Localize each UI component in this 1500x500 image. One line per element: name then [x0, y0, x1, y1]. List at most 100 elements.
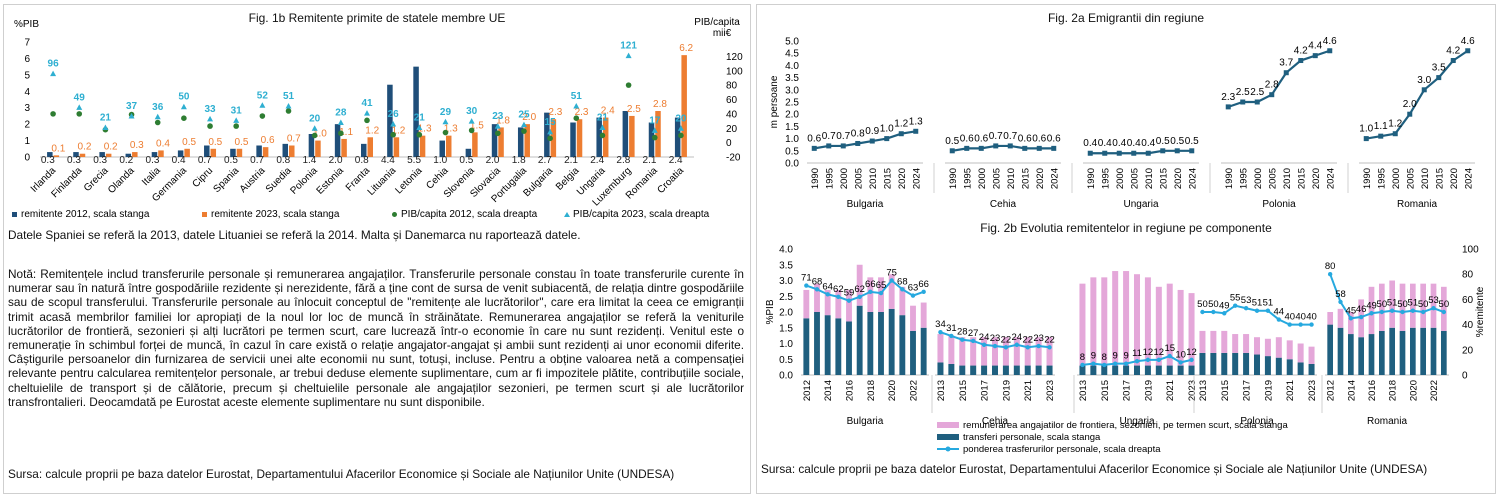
fig2b-share-point	[900, 287, 905, 292]
fig2b-share-label: 68	[897, 276, 908, 287]
fig2b-year-tick: 2021	[1285, 380, 1296, 401]
fig2b-bar-remuneration	[846, 289, 852, 322]
fig2a-point	[1036, 145, 1042, 151]
fig2b-bar-transfers	[920, 327, 927, 375]
fig2a-point	[1087, 150, 1093, 156]
fig2b-left-tick: 4.0	[779, 245, 793, 256]
fig2b-share-label: 44	[1274, 307, 1285, 318]
fig2b-bar-remuneration	[1199, 330, 1206, 353]
fig2a-year-tick: 2015	[1158, 168, 1169, 189]
fig2a-point	[840, 143, 846, 149]
fig2b-bar-transfers	[1430, 327, 1437, 375]
fig2b-share-point	[1025, 345, 1030, 350]
fig2b-bar-transfers	[948, 363, 955, 375]
fig2b-share-label: 64	[822, 281, 833, 292]
fig1b-dot-pib-2012	[495, 130, 501, 137]
fig2a-tick: 0.0	[785, 159, 799, 170]
fig2b-share-point	[1410, 308, 1416, 313]
fig2b-year-tick: 2012	[1326, 380, 1337, 401]
fig2b-bar-remuneration	[1368, 286, 1375, 335]
fig2b-bar-remuneration	[1134, 274, 1140, 366]
fig1b-triangle-pib-2023	[416, 124, 423, 131]
fig2b-bar-transfers	[1389, 327, 1396, 375]
fig1b-bar-2023	[524, 124, 530, 157]
fig1b-label-pib-2023: 36	[152, 102, 164, 113]
fig2a-year-tick: 2000	[1391, 168, 1402, 189]
fig2b-right-tick: 40	[1462, 320, 1474, 331]
fig1b-legend-label: PIB/capita 2012, scala dreapta	[401, 209, 538, 220]
fig2b-share-point	[1348, 316, 1354, 321]
fig2b-share-label: 12	[1143, 347, 1154, 358]
fig2b-share-label: 22	[1001, 334, 1012, 345]
fig1b-triangle-pib-2023	[311, 125, 318, 131]
fig2b-right-tick: 100	[1462, 245, 1479, 256]
fig1b-dot-pib-2012	[521, 128, 527, 134]
fig2a-tick: 5.0	[785, 37, 799, 48]
fig2b-left-tick: 1.0	[779, 339, 793, 350]
fig2a-year-tick: 1990	[810, 168, 821, 189]
fig2a-year-tick: 2015	[1434, 168, 1445, 189]
fig1b-label-2023: 0.4	[156, 138, 170, 149]
fig2b-share-point	[1036, 343, 1041, 349]
fig2b-share-label: 63	[908, 283, 919, 294]
fig2a-data-label: 0.6	[960, 133, 974, 144]
fig1b-label-2023: 1.5	[470, 120, 484, 131]
fig2b-share-label: 55	[1230, 293, 1241, 304]
fig2a-year-tick: 1990	[1362, 168, 1373, 189]
fig1b-label-2023: 0.5	[234, 137, 248, 148]
fig2b-bar-transfers	[1002, 365, 1009, 375]
fig2a-data-label: 4.6	[1323, 36, 1337, 47]
fig1b-bar-2012	[282, 143, 289, 157]
fig2b-year-tick: 2023	[1307, 380, 1318, 401]
fig1b-bar-2012	[151, 152, 158, 157]
fig2b-right-tick: 20	[1462, 345, 1474, 356]
fig1b-bar-2012	[177, 150, 184, 157]
fig2b-bar-transfers	[1378, 330, 1385, 375]
fig1b-label-2012: 2.1	[643, 155, 657, 166]
fig1b-label-2023: 0.2	[78, 142, 92, 153]
fig2b-share-point	[878, 290, 884, 296]
fig2b-bar-remuneration	[1389, 280, 1396, 328]
fig1b-bar-2012	[517, 127, 524, 157]
fig2b-share-point	[960, 337, 965, 342]
fig2a-tick: 2.5	[785, 98, 799, 109]
fig1b-label-2012: 0.3	[41, 155, 55, 166]
fig2b-left-axis-label: %PIB	[765, 299, 776, 324]
fig1b-label-pib-2023: 21	[100, 113, 112, 124]
fig1b-label-pib-2023: 25	[518, 110, 530, 121]
fig1b-title: Fig. 1b Remitente primite de statele mem…	[248, 11, 506, 25]
fig2b-share-point	[910, 293, 916, 298]
fig2a-data-label: 0.4	[1127, 138, 1141, 149]
fig2a-point	[1225, 104, 1231, 110]
fig2b-share-label: 28	[957, 327, 968, 338]
fig1b-right-axis-unit: mii€	[713, 28, 732, 39]
fig2b-bar-remuneration	[920, 302, 927, 328]
fig2b-share-point	[836, 294, 841, 300]
fig1b-label-2012: 2.8	[616, 155, 630, 166]
fig1b-label-pib-2023: 17	[649, 115, 661, 126]
fig2b-year-tick: 2013	[1078, 380, 1089, 401]
fig1b-label-2023: 2.0	[522, 112, 536, 123]
fig2b-share-point	[1389, 308, 1395, 313]
fig1b-triangle-pib-2023	[180, 103, 187, 110]
fig1b-dot-pib-2012	[625, 82, 632, 88]
fig2a-point	[913, 128, 919, 134]
fig2b-share-label: 34	[935, 319, 946, 330]
fig2a-data-label: 0.4	[1098, 138, 1112, 149]
fig2b-bar-transfers	[1243, 352, 1250, 375]
fig2b-bar-transfers	[1046, 365, 1053, 375]
fig2b-bar-transfers	[899, 315, 906, 375]
fig1b-triangle-pib-2023	[677, 125, 684, 131]
fig2a-point	[826, 143, 832, 149]
fig2b-bar-transfers	[910, 330, 916, 375]
fig2b-share-label: 50	[1208, 299, 1219, 310]
fig1b-bar-2012	[596, 117, 602, 157]
fig1b-legend-swatch	[202, 212, 207, 217]
fig1b-label-pib-2023: 26	[388, 109, 400, 120]
fig2b-bar-remuneration	[992, 337, 998, 366]
fig2a-year-tick: 2020	[1173, 168, 1184, 189]
fig2b-share-point	[1309, 322, 1314, 327]
fig2a-year-tick: 2005	[1267, 168, 1278, 189]
fig1b-bar-2023	[184, 148, 190, 157]
fig2b-bar-transfers	[1024, 365, 1031, 375]
